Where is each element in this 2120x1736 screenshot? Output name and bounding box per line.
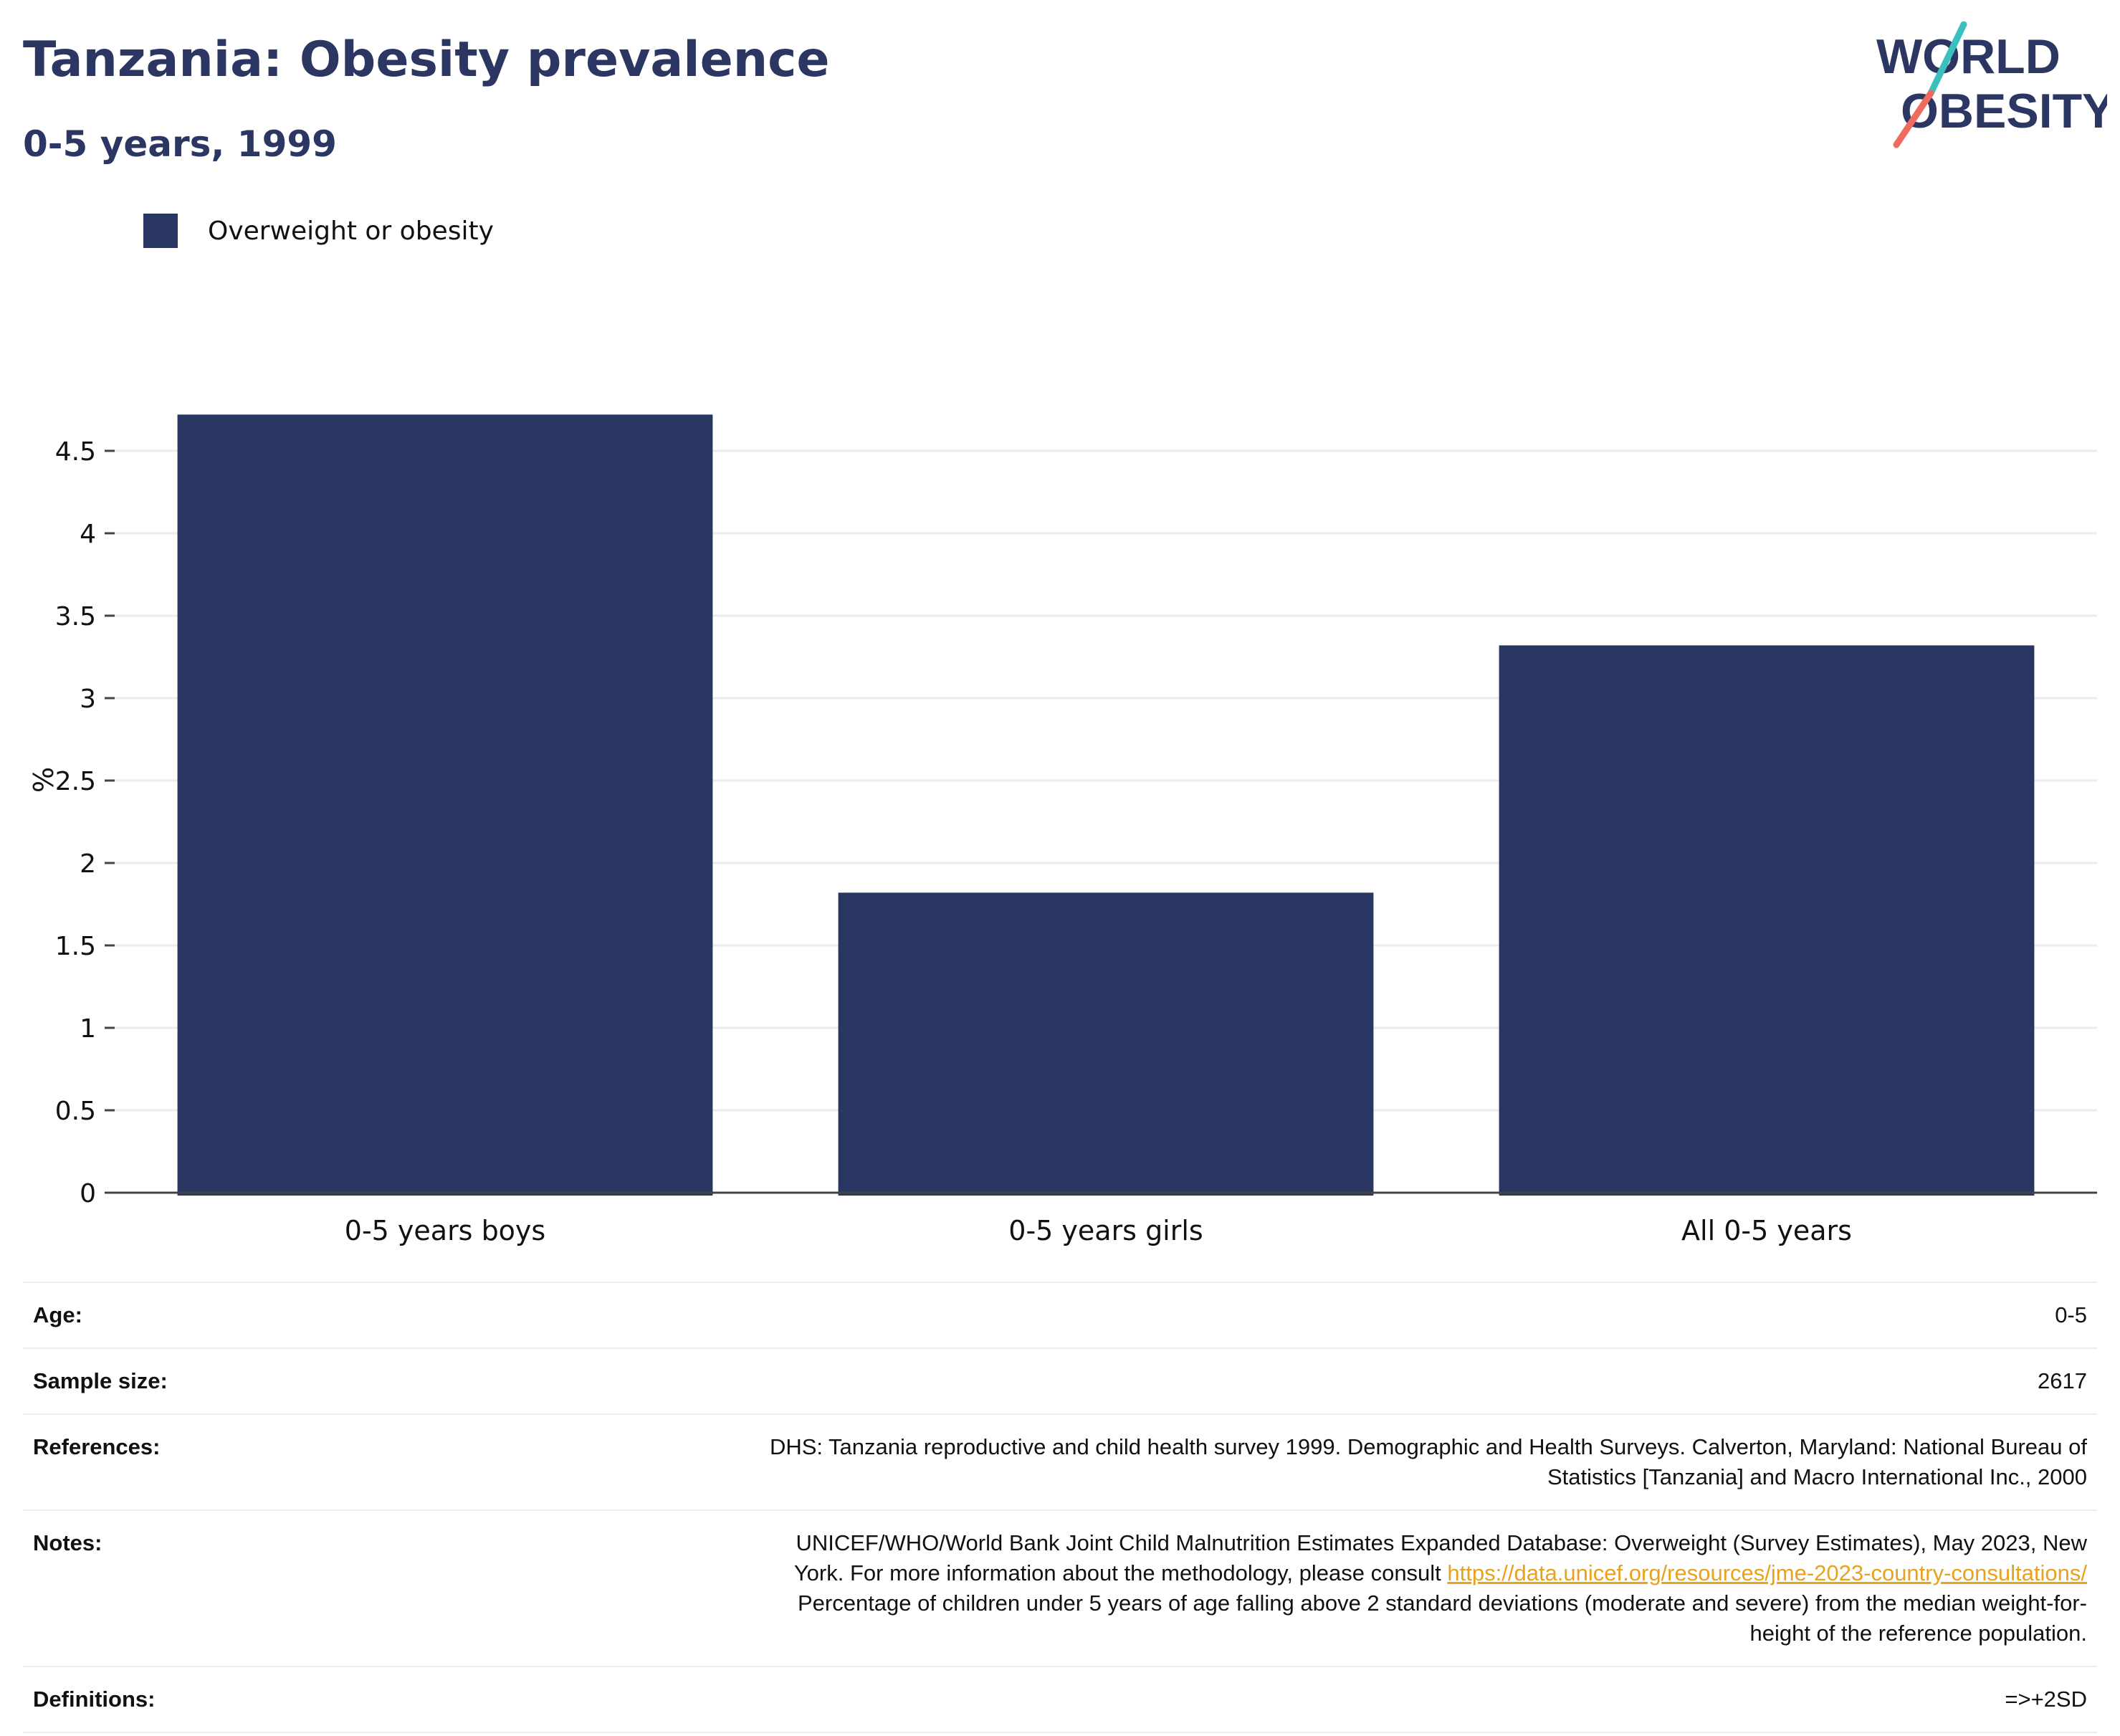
x-tick-label: 0-5 years girls — [1008, 1215, 1203, 1246]
y-tick-label: 3.5 — [55, 602, 96, 631]
info-row-definitions: Definitions: =>+2SD — [23, 1666, 2097, 1733]
info-row-references: References: DHS: Tanzania reproductive a… — [23, 1413, 2097, 1510]
legend-swatch-overweight — [143, 214, 178, 248]
references-label: References: — [23, 1413, 373, 1510]
notes-line-2: York. For more information about the met… — [793, 1560, 1448, 1585]
bars — [177, 414, 2035, 1196]
world-obesity-logo: WORLD OBESITY — [1876, 22, 2107, 148]
age-value: 0-5 — [373, 1282, 2097, 1348]
y-tick-label: 2.5 — [55, 767, 96, 796]
chart-legend: Overweight or obesity — [143, 214, 494, 248]
bar-0-5-years-boys — [177, 414, 713, 1196]
references-line-1: DHS: Tanzania reproductive and child hea… — [769, 1434, 2087, 1459]
info-row-age: Age: 0-5 — [23, 1282, 2097, 1348]
logo-word-obesity: OBESITY — [1901, 84, 2107, 138]
y-tick-label: 4.5 — [55, 437, 96, 467]
y-tick-label: 0 — [80, 1179, 96, 1208]
y-tick-label: 0.5 — [55, 1097, 96, 1126]
info-table: Age: 0-5 Sample size: 2617 References: D… — [23, 1282, 2097, 1733]
notes-value: UNICEF/WHO/World Bank Joint Child Malnut… — [373, 1510, 2097, 1666]
y-tick-label: 4 — [80, 520, 96, 549]
x-axis-labels: 0-5 years boys 0-5 years girls All 0-5 yea… — [345, 1215, 1852, 1246]
x-tick-label: All 0-5 years — [1681, 1215, 1852, 1246]
info-row-notes: Notes: UNICEF/WHO/World Bank Joint Child… — [23, 1510, 2097, 1666]
legend-label-overweight: Overweight or obesity — [208, 216, 494, 246]
chart-subtitle: 0-5 years, 1999 — [23, 123, 337, 165]
bar-0-5-years-girls — [838, 892, 1374, 1196]
x-tick-label: 0-5 years boys — [345, 1215, 545, 1246]
y-tick-label: 1.5 — [55, 932, 96, 961]
y-tick-label: 2 — [80, 849, 96, 879]
notes-line-1: UNICEF/WHO/World Bank Joint Child Malnut… — [796, 1530, 2087, 1555]
chart-title: Tanzania: Obesity prevalence — [23, 32, 830, 88]
y-axis-ticks: 0 0.5 1 1.5 2 2.5 3 3.5 4 4.5 — [55, 437, 115, 1208]
sample-size-value: 2617 — [373, 1348, 2097, 1414]
references-line-2: Statistics [Tanzania] and Macro Internat… — [1547, 1464, 2087, 1489]
logo-slash-coral — [1893, 90, 1934, 148]
sample-size-label: Sample size: — [23, 1348, 373, 1414]
y-tick-label: 3 — [80, 685, 96, 714]
info-row-sample-size: Sample size: 2617 — [23, 1348, 2097, 1414]
bar-all-0-5-years — [1499, 645, 2035, 1196]
age-label: Age: — [23, 1282, 373, 1348]
logo-slash-teal — [1927, 22, 1967, 97]
definitions-value: =>+2SD — [373, 1666, 2097, 1733]
definitions-label: Definitions: — [23, 1666, 373, 1733]
logo-word-world: WORLD — [1876, 29, 2061, 84]
y-axis-label: % — [28, 767, 59, 793]
notes-line-4: height of the reference population. — [1749, 1621, 2087, 1646]
bar-chart: 00.511.522.533.544.5 0-5 years boys 0-5 y… — [28, 414, 2097, 1246]
notes-methodology-link[interactable]: https://data.unicef.org/resources/jme-20… — [1447, 1560, 2087, 1585]
notes-line-3: Percentage of children under 5 years of … — [797, 1590, 2087, 1616]
y-tick-label: 1 — [80, 1014, 96, 1044]
references-value: DHS: Tanzania reproductive and child hea… — [373, 1413, 2097, 1510]
notes-label: Notes: — [23, 1510, 373, 1666]
